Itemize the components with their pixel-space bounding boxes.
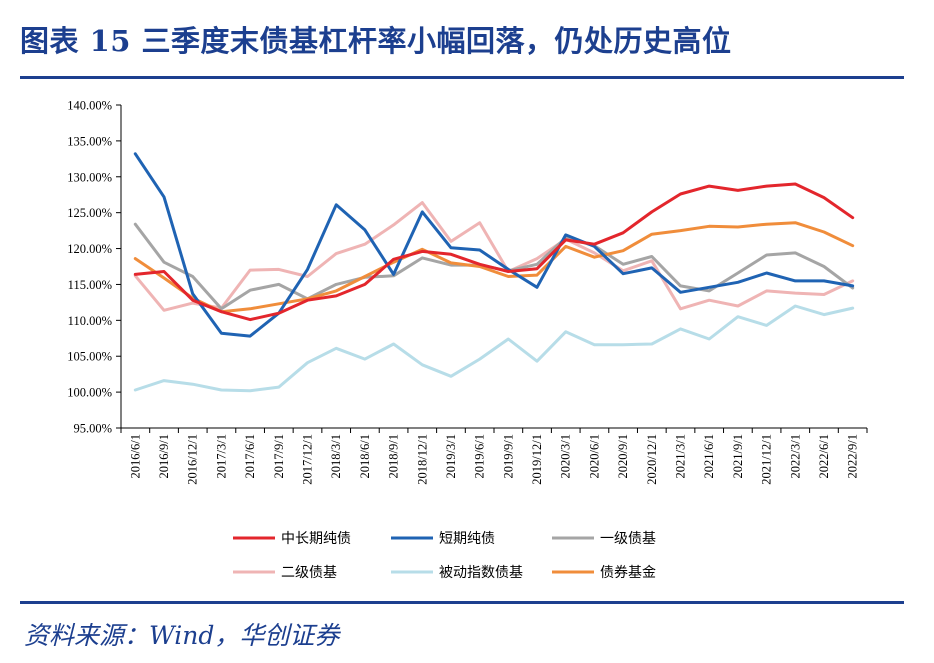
title-divider bbox=[20, 76, 904, 79]
x-tick-label: 2017/3/1 bbox=[214, 434, 228, 478]
x-tick-label: 2018/9/1 bbox=[387, 434, 401, 478]
x-tick-label: 2018/6/1 bbox=[358, 434, 372, 478]
x-tick-label: 2019/3/1 bbox=[444, 434, 458, 478]
series-line-1 bbox=[133, 182, 855, 322]
x-tick-label: 2020/3/1 bbox=[559, 434, 573, 478]
x-tick-label: 2019/6/1 bbox=[473, 434, 487, 478]
y-tick-label: 100.00% bbox=[67, 386, 112, 400]
legend-item: 短期纯债 bbox=[391, 531, 495, 547]
x-tick-label: 2016/6/1 bbox=[128, 434, 142, 478]
x-tick-label: 2017/12/1 bbox=[301, 434, 315, 485]
source-note: 资料来源：Wind，华创证券 bbox=[24, 621, 340, 650]
x-tick-label: 2022/6/1 bbox=[817, 434, 831, 478]
x-tick-label: 2017/9/1 bbox=[272, 434, 286, 478]
x-tick-label: 2022/9/1 bbox=[846, 434, 860, 478]
x-tick-label: 2018/12/1 bbox=[415, 434, 429, 485]
footer-divider bbox=[20, 601, 904, 604]
y-tick-label: 110.00% bbox=[68, 314, 112, 328]
x-tick-label: 2019/12/1 bbox=[530, 434, 544, 485]
x-tick-label: 2021/6/1 bbox=[702, 434, 716, 478]
series-line-2 bbox=[133, 152, 855, 338]
legend-item: 被动指数债基 bbox=[391, 564, 523, 581]
x-tick-label: 2022/3/1 bbox=[788, 434, 802, 478]
y-tick-label: 130.00% bbox=[67, 170, 112, 184]
y-tick-label: 125.00% bbox=[67, 206, 112, 220]
x-axis-ticks: 2016/6/1 2016/9/1 2016/12/1 2017/3/1 2017/6/… bbox=[120, 428, 868, 485]
x-tick-label: 2016/12/1 bbox=[186, 434, 200, 485]
legend-label: 一级债基 bbox=[600, 530, 656, 547]
legend-item: 债券基金 bbox=[552, 564, 656, 581]
y-tick-label: 120.00% bbox=[67, 242, 112, 256]
legend-item: 一级债基 bbox=[552, 530, 656, 547]
legend-label: 中长期纯债 bbox=[281, 531, 351, 547]
x-tick-label: 2020/9/1 bbox=[616, 434, 630, 478]
series-line-5 bbox=[133, 304, 855, 393]
legend-label: 债券基金 bbox=[600, 564, 656, 581]
series-lines bbox=[133, 152, 855, 393]
legend-label: 短期纯债 bbox=[439, 531, 495, 547]
legend-label: 被动指数债基 bbox=[439, 564, 523, 581]
series-line-4 bbox=[133, 201, 855, 312]
y-tick-label: 95.00% bbox=[73, 422, 112, 436]
x-tick-label: 2018/3/1 bbox=[329, 434, 343, 478]
line-chart: 95.00% 100.00% 105.00% 110.00% 115.00% 120.00… bbox=[67, 99, 868, 581]
x-tick-label: 2017/6/1 bbox=[243, 434, 257, 478]
x-tick-label: 2019/9/1 bbox=[501, 434, 515, 478]
legend-item: 二级债基 bbox=[233, 564, 337, 581]
x-tick-label: 2020/6/1 bbox=[587, 434, 601, 478]
y-axis-ticks: 95.00% 100.00% 105.00% 110.00% 115.00% 120.00… bbox=[67, 99, 121, 436]
x-tick-label: 2021/3/1 bbox=[674, 434, 688, 478]
x-tick-label: 2021/9/1 bbox=[731, 434, 745, 478]
y-tick-label: 115.00% bbox=[68, 278, 112, 292]
x-tick-label: 2021/12/1 bbox=[760, 434, 774, 485]
y-tick-label: 105.00% bbox=[67, 350, 112, 364]
x-tick-label: 2016/9/1 bbox=[157, 434, 171, 478]
y-tick-label: 140.00% bbox=[67, 99, 112, 113]
legend-item: 中长期纯债 bbox=[233, 531, 351, 547]
series-line-6 bbox=[133, 221, 855, 314]
legend-label: 二级债基 bbox=[281, 564, 337, 581]
y-tick-label: 135.00% bbox=[67, 134, 112, 148]
x-tick-label: 2020/12/1 bbox=[645, 434, 659, 485]
figure-title: 图表 15 三季度末债基杠杆率小幅回落，仍处历史高位 bbox=[20, 24, 732, 58]
